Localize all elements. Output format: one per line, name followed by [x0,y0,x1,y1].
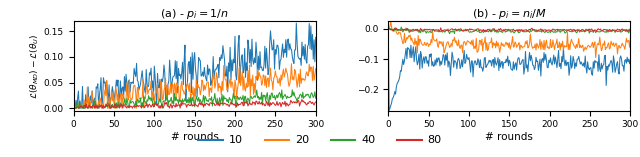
X-axis label: # rounds: # rounds [171,132,219,142]
Y-axis label: $\mathcal{L}(\theta_{MD}) - \mathcal{L}(\theta_U)$: $\mathcal{L}(\theta_{MD}) - \mathcal{L}(… [28,33,41,99]
Title: (b) - $p_i = n_i/M$: (b) - $p_i = n_i/M$ [472,7,547,21]
Legend: 10, 20, 40, 80: 10, 20, 40, 80 [194,131,446,150]
Title: (a) - $p_i = 1/n$: (a) - $p_i = 1/n$ [160,7,229,21]
X-axis label: # rounds: # rounds [485,132,533,142]
